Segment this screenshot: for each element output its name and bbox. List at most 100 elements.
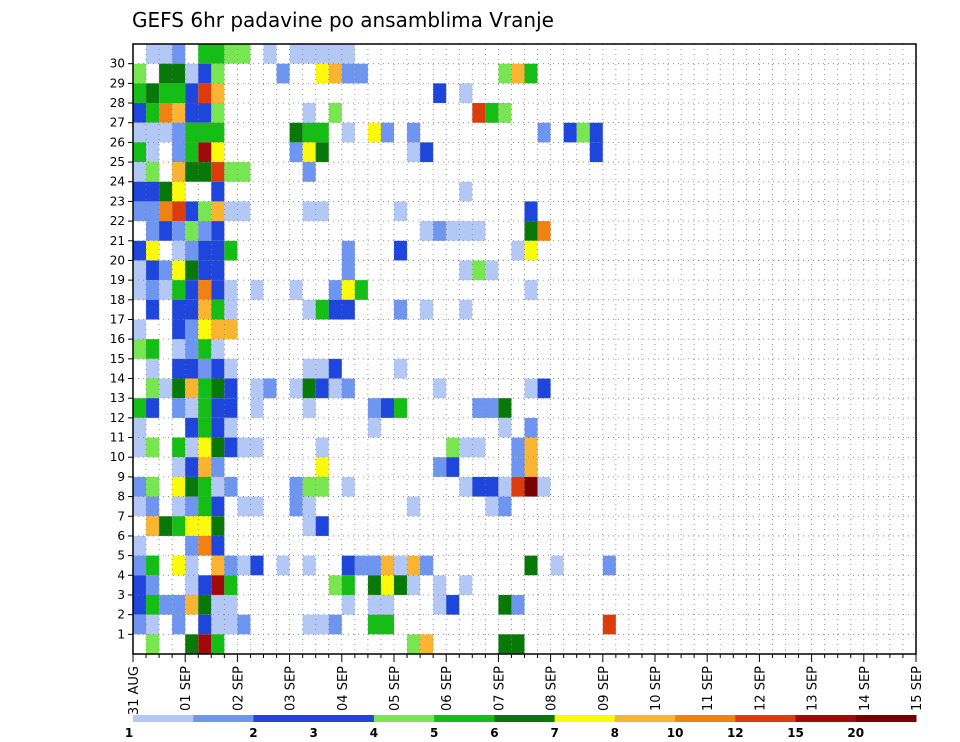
cell-m29-s14 [315, 63, 329, 84]
cell-m26-s2 [159, 122, 173, 143]
cell-m28-s23 [433, 83, 447, 104]
cell-m8-s29 [511, 476, 525, 497]
cell-m30-s14 [315, 44, 355, 64]
cell-m18-s5 [198, 280, 212, 300]
cell-m21-s4 [185, 221, 199, 241]
x-tick-label: 07 SEP [492, 666, 507, 711]
cell-m30-s10 [263, 44, 277, 64]
cell-m25-s1 [146, 142, 160, 163]
colorbar-label: 8 [611, 726, 619, 740]
cell-m25-s21 [407, 142, 421, 163]
cell-m8-s5 [198, 476, 212, 497]
cell-m13-s7 [224, 378, 238, 399]
cell-m12-s28 [498, 398, 512, 418]
cell-m20-s7 [224, 240, 238, 261]
cell-m26-s12 [289, 122, 303, 143]
x-axis: 31 AUG 01 SEP 02 SEP 03 SEP 04 SEP 05 SEP 06 S… [127, 654, 925, 715]
cell-m9-s4 [185, 457, 199, 477]
cell-m17-s22 [420, 299, 434, 320]
cell-m13-s14 [315, 378, 329, 399]
cell-m1-s8 [237, 614, 251, 635]
cell-m18-s30 [524, 280, 538, 300]
cell-m26-s16 [341, 122, 355, 143]
cell-m4-s8 [237, 555, 251, 576]
cell-m12-s26 [472, 398, 499, 418]
cell-m10-s3 [172, 437, 186, 458]
cell-m25-s35 [589, 142, 603, 163]
x-tick-label: 04 SEP [336, 666, 351, 711]
cell-m26-s18 [367, 122, 381, 143]
cell-m29-s15 [328, 63, 342, 84]
cell-m28-s6 [211, 83, 225, 104]
cell-m19-s3 [172, 260, 186, 281]
cell-m13-s5 [198, 378, 212, 399]
cell-m28-s25 [459, 83, 473, 104]
cell-m8-s16 [341, 476, 355, 497]
colorbar-swatch [735, 715, 797, 722]
cell-m19-s27 [485, 260, 499, 281]
cell-m4-s21 [407, 555, 421, 576]
cell-m17-s14 [315, 299, 329, 320]
cell-m22-s30 [524, 201, 538, 222]
cell-m22-s13 [302, 201, 329, 222]
y-tick-label: 6 [117, 529, 125, 543]
cell-m6-s13 [302, 516, 316, 536]
chart-title: GEFS 6hr padavine po ansamblima Vranje [132, 8, 554, 32]
cell-m1-s15 [328, 614, 342, 635]
cell-m3-s18 [367, 575, 381, 595]
y-tick-label: 26 [110, 135, 125, 149]
y-tick-label: 21 [110, 234, 125, 248]
cell-m18-s0 [133, 280, 147, 300]
cell-m11-s28 [498, 417, 512, 438]
cell-m28-s0 [133, 83, 147, 104]
cell-m10-s24 [446, 437, 460, 458]
cell-m12-s19 [380, 398, 394, 418]
cell-m19-s2 [159, 260, 173, 281]
cell-m12-s13 [302, 398, 316, 418]
cell-m10-s8 [237, 437, 251, 458]
y-tick-label: 24 [110, 175, 125, 189]
cell-m22-s8 [237, 201, 251, 222]
cell-m8-s13 [302, 476, 329, 497]
cell-m18-s4 [185, 280, 199, 300]
cell-m27-s4 [185, 103, 212, 123]
cell-m21-s5 [198, 221, 212, 241]
x-tick-label: 09 SEP [597, 666, 612, 711]
cell-m6-s1 [146, 516, 160, 536]
cell-m12-s3 [172, 398, 186, 418]
y-tick-label: 15 [110, 352, 125, 366]
cell-m7-s13 [302, 496, 316, 517]
colorbar-label: 4 [370, 726, 378, 740]
cell-m26-s4 [185, 122, 225, 143]
cell-m25-s4 [185, 142, 199, 163]
cell-m24-s3 [172, 162, 186, 182]
cell-m22-s3 [172, 201, 186, 222]
cell-m20-s3 [172, 240, 186, 261]
y-tick-label: 8 [117, 490, 125, 504]
cell-m13-s12 [289, 378, 303, 399]
cell-m29-s6 [211, 63, 225, 84]
cell-m2-s1 [146, 594, 160, 615]
cell-m15-s3 [172, 339, 186, 359]
cell-m17-s6 [211, 299, 225, 320]
cell-m19-s0 [133, 260, 147, 281]
colorbar-swatch [554, 715, 616, 722]
y-tick-label: 22 [110, 214, 125, 228]
cell-m13-s15 [328, 378, 342, 399]
cell-m9-s30 [524, 457, 538, 477]
cell-m26-s19 [380, 122, 394, 143]
cell-m2-s3 [172, 594, 186, 615]
cell-m6-s14 [315, 516, 329, 536]
cell-m26-s21 [407, 122, 421, 143]
cell-m7-s21 [407, 496, 421, 517]
cell-m29-s29 [511, 63, 525, 84]
cell-m4-s22 [420, 555, 434, 576]
cell-m4-s7 [224, 555, 238, 576]
cell-m27-s13 [302, 103, 316, 123]
cell-m3-s5 [198, 575, 212, 595]
colorbar-swatch [494, 715, 556, 722]
cell-m25-s14 [315, 142, 329, 163]
cell-m6-s2 [159, 516, 173, 536]
cell-m22-s5 [198, 201, 212, 222]
